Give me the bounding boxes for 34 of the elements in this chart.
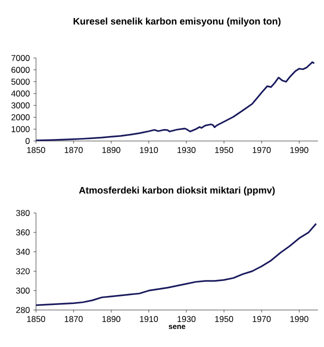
y-tick-label: 300 [16, 288, 30, 294]
chart-title: Atmosferdeki karbon dioksit miktari (ppmv) [79, 186, 275, 196]
x-tick-label: 1950 [215, 147, 234, 154]
x-tick-label: 1850 [27, 316, 46, 322]
chart-title: Kuresel senelik karbon emisyonu (milyon ton) [74, 18, 281, 26]
x-tick-label: 1910 [140, 316, 158, 322]
y-tick-label: 320 [16, 268, 30, 274]
x-tick-label: 1890 [102, 147, 120, 154]
line-series [36, 61, 316, 141]
x-tick-label: 1850 [27, 147, 46, 154]
y-tick-label: 2000 [11, 114, 30, 120]
x-tick-label: 1970 [252, 147, 271, 154]
y-tick-label: 380 [16, 210, 30, 216]
x-tick-label: 1890 [102, 316, 120, 322]
y-tick-label: 7000 [11, 54, 30, 61]
y-tick-label: 0 [26, 138, 30, 144]
x-tick-label: 1870 [64, 147, 83, 154]
y-tick-label: 3000 [11, 102, 30, 108]
y-tick-label: 4000 [11, 90, 30, 97]
x-tick-label: 1990 [290, 147, 308, 154]
y-tick-label: 6000 [11, 66, 30, 73]
y-tick-label: 340 [16, 248, 30, 255]
y-tick-label: 1000 [12, 126, 30, 132]
x-tick-label: 1930 [178, 147, 196, 154]
x-tick-label: 1930 [178, 316, 196, 322]
x-tick-label: 1870 [64, 316, 83, 322]
y-tick-label: 5000 [11, 78, 30, 85]
x-tick-label: 1990 [290, 316, 308, 322]
x-tick-label: 1970 [252, 316, 271, 322]
x-tick-label: 1910 [140, 147, 158, 154]
y-tick-label: 280 [16, 306, 30, 313]
y-tick-label: 360 [16, 229, 30, 236]
x-tick-label: 1950 [215, 316, 234, 322]
line-series [36, 222, 317, 306]
